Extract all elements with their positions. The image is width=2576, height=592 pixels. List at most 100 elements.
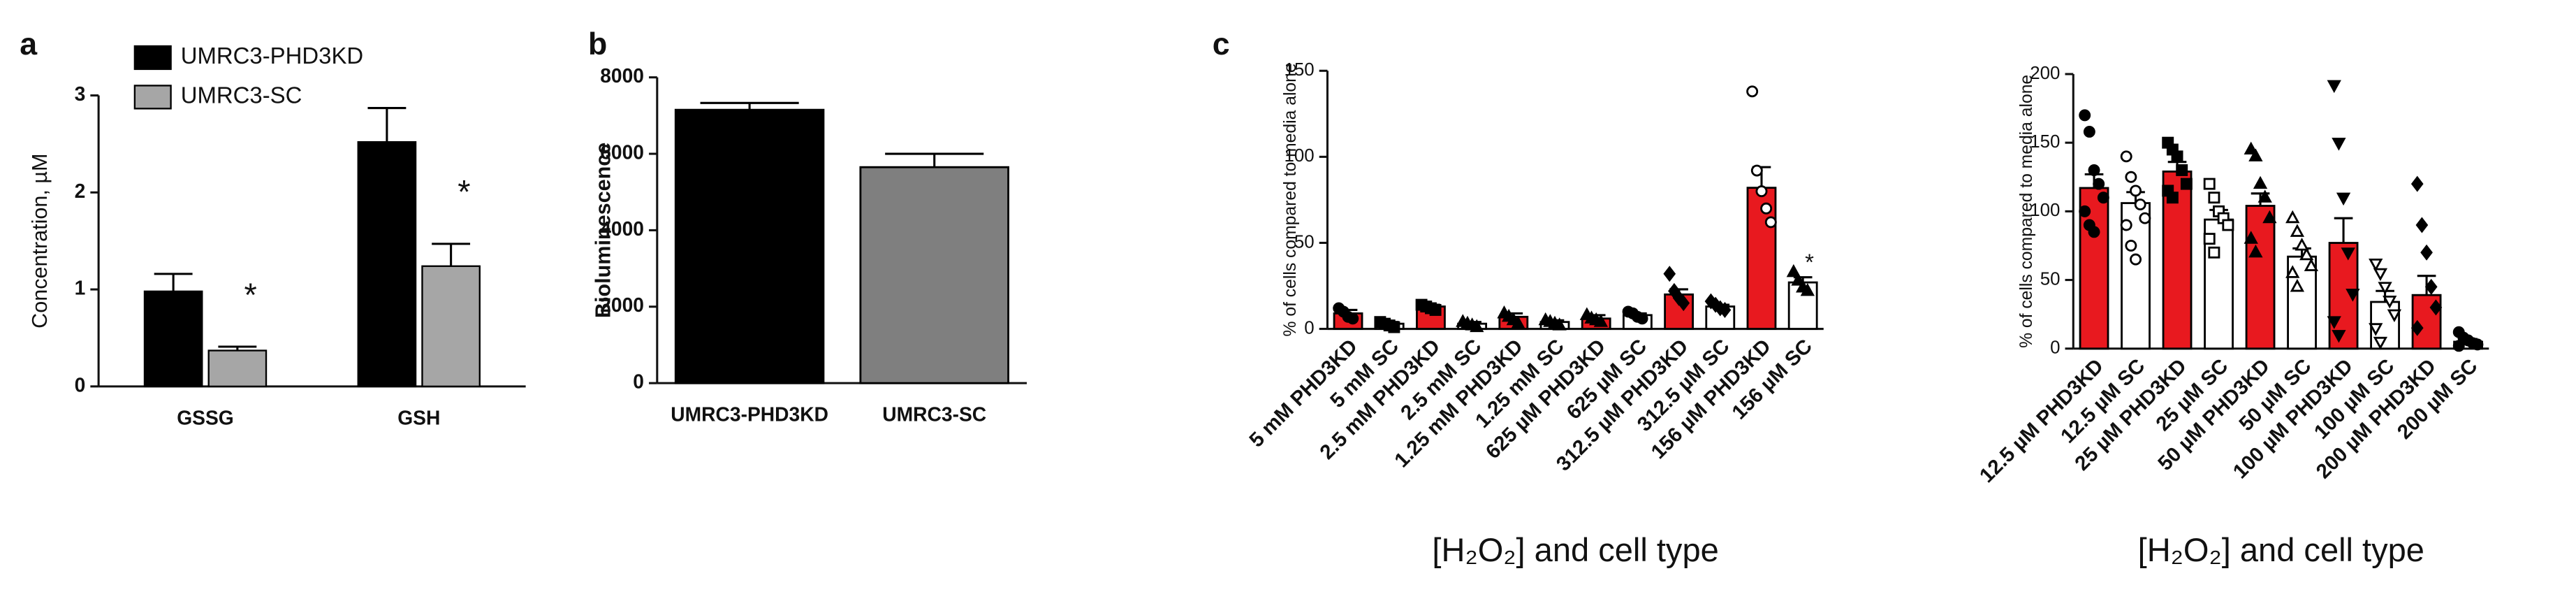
y-tick-label: 0	[2050, 338, 2060, 358]
data-point	[1552, 317, 1567, 331]
data-point	[2332, 330, 2346, 343]
data-point	[2471, 338, 2484, 351]
bar	[2245, 205, 2276, 350]
data-point	[2290, 224, 2305, 237]
data-point	[2424, 278, 2438, 295]
data-point	[1470, 319, 1484, 333]
data-point	[2369, 323, 2383, 336]
y-axis-label: Bioluminescence	[592, 143, 615, 318]
data-point	[2180, 178, 2193, 190]
data-point	[2130, 253, 2142, 266]
data-point	[2125, 171, 2137, 183]
y-tick-label: 50	[1294, 232, 1315, 252]
data-point	[2125, 240, 2137, 252]
data-point	[2341, 247, 2355, 261]
x-tick-label: GSSG	[177, 406, 234, 428]
data-point	[2327, 316, 2341, 329]
x-tick-label: GSH	[397, 406, 440, 428]
data-point	[2420, 244, 2433, 261]
data-point	[2387, 309, 2402, 323]
bar	[357, 140, 417, 388]
data-point	[2410, 175, 2424, 192]
data-point	[2299, 247, 2314, 261]
data-point	[1593, 314, 1609, 327]
data-point	[2295, 238, 2309, 251]
y-tick-label: 2000	[600, 294, 644, 316]
data-point	[2244, 141, 2258, 155]
annotation: *	[458, 173, 470, 210]
data-point	[2415, 217, 2429, 233]
x-tick-label: UMRC3-SC	[882, 403, 986, 426]
data-point	[1755, 185, 1768, 198]
data-point	[2262, 210, 2277, 224]
data-point	[2097, 192, 2109, 204]
y-tick-label: 50	[2040, 269, 2061, 289]
data-point	[2304, 258, 2319, 271]
data-point	[2203, 233, 2216, 245]
x-tick-label: UMRC3-PHD3KD	[671, 403, 828, 426]
data-point	[1663, 266, 1676, 282]
data-point	[2369, 258, 2383, 272]
y-tick-label: 0	[1304, 318, 1314, 338]
data-point	[1800, 282, 1815, 296]
data-point	[1746, 85, 1759, 98]
data-point	[2171, 150, 2183, 163]
data-point	[2332, 138, 2346, 151]
data-point	[2120, 219, 2132, 231]
y-tick-label: 1	[75, 277, 86, 299]
data-point	[1677, 295, 1690, 312]
panel-label: b	[588, 27, 607, 62]
y-axis-label: % of cells compared to media alone	[2017, 75, 2036, 348]
data-point	[2203, 178, 2216, 190]
y-tick-label: 3	[75, 82, 86, 105]
data-point	[2257, 189, 2272, 203]
y-tick-label: 6000	[600, 141, 644, 164]
data-point	[2088, 226, 2100, 238]
y-tick-label: 150	[1284, 60, 1314, 80]
data-point	[1786, 263, 1801, 277]
data-point	[1511, 315, 1525, 329]
data-point	[1791, 273, 1806, 286]
data-point	[1429, 303, 1442, 316]
data-point	[2208, 246, 2220, 259]
annotation: *	[1805, 250, 1814, 275]
data-point	[2373, 336, 2388, 350]
data-point	[2383, 295, 2397, 309]
bar	[421, 265, 481, 388]
y-tick-label: 100	[2030, 201, 2060, 220]
data-point	[2378, 282, 2392, 295]
bar	[143, 290, 203, 388]
data-point	[2410, 319, 2424, 336]
data-point	[2083, 125, 2095, 138]
annotation: *	[244, 276, 257, 313]
data-point	[2290, 278, 2305, 292]
data-point	[1718, 301, 1732, 318]
x-axis-label: [H₂O₂] and cell type	[2138, 531, 2424, 568]
data-point	[1388, 321, 1400, 333]
y-tick-label: 100	[1284, 146, 1314, 166]
data-point	[2222, 219, 2234, 231]
data-point	[2208, 192, 2220, 204]
y-tick-label: 4000	[600, 217, 644, 240]
data-point	[2139, 212, 2151, 224]
data-point	[1764, 216, 1777, 229]
data-point	[2327, 80, 2341, 94]
data-point	[2285, 265, 2300, 278]
data-point	[2346, 289, 2360, 302]
y-tick-label: 200	[2030, 64, 2060, 83]
data-point	[2429, 299, 2443, 316]
bar	[207, 349, 268, 388]
data-point	[2336, 192, 2351, 206]
data-point	[1750, 164, 1763, 177]
y-tick-label: 2	[75, 180, 86, 202]
legend-label: UMRC3-PHD3KD	[181, 43, 363, 68]
data-point	[2120, 150, 2132, 163]
data-point	[2166, 192, 2179, 204]
data-point	[2452, 340, 2465, 352]
legend-label: UMRC3-SC	[181, 82, 302, 108]
bar	[859, 166, 1009, 384]
panel-label: a	[20, 27, 38, 62]
data-point	[2130, 185, 2142, 197]
y-tick-label: 0	[75, 373, 86, 396]
